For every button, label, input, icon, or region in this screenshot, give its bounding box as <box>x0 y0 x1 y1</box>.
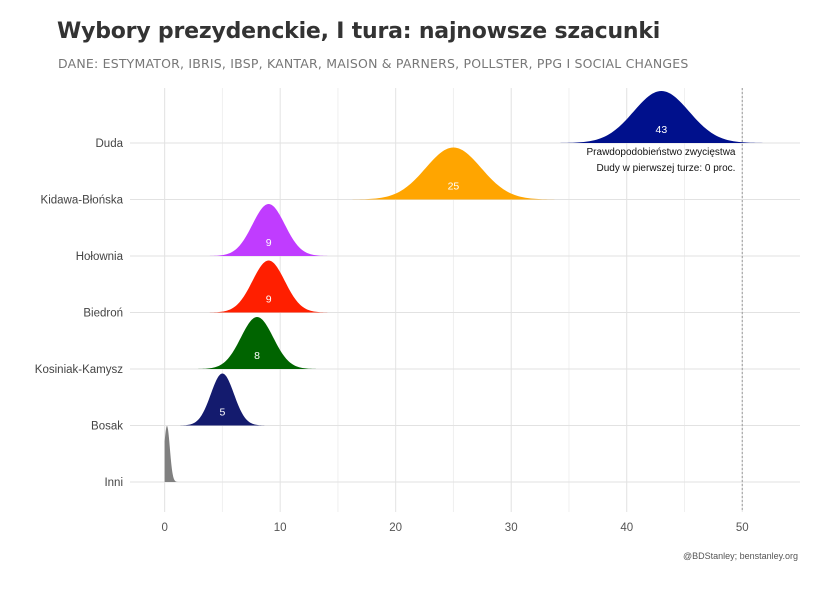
category-label: Kosiniak-Kamysz <box>35 364 123 376</box>
x-tick-label: 0 <box>161 522 167 534</box>
annotation-line-2: Dudy w pierwszej turze: 0 proc. <box>597 163 736 174</box>
x-tick-label: 50 <box>736 522 749 534</box>
ridge-kosiniak-kamysz <box>192 317 322 369</box>
x-tick-labels: 0 10 20 30 40 50 <box>161 522 748 534</box>
ridge-biedro- <box>203 260 334 313</box>
category-label: Bosak <box>91 421 123 433</box>
category-labels: Duda Kidawa-Błońska Hołownia Biedroń Kosinia… <box>35 138 124 489</box>
chart-title: Wybory prezydenckie, I tura: najnowsze s… <box>57 19 661 44</box>
ridge-inni <box>164 426 179 482</box>
ridge-ho-ownia <box>203 204 334 256</box>
chart-subtitle: DANE: ESTYMATOR, IBRIS, IBSP, KANTAR, MA… <box>58 56 689 71</box>
ridge-value-label: 43 <box>656 124 668 136</box>
ridge-value-label: 9 <box>266 294 272 306</box>
category-label: Inni <box>104 477 123 489</box>
ridge-bosak <box>176 373 269 426</box>
category-label: Hołownia <box>76 251 124 263</box>
category-label: Duda <box>96 138 124 150</box>
annotation-line-1: Prawdopodobieństwo zwycięstwa <box>587 147 736 158</box>
ridge-value-label: 9 <box>266 237 272 249</box>
ridge-kidawa-b-o-ska <box>342 147 565 200</box>
ridge-duda <box>550 91 773 143</box>
x-tick-label: 40 <box>620 522 633 534</box>
ridge-value-label: 8 <box>254 350 260 362</box>
source-caption: @BDStanley; benstanley.org <box>682 551 798 561</box>
ridge-value-label: 25 <box>448 181 460 193</box>
x-tick-label: 30 <box>505 522 518 534</box>
ridges: 43 25 9 9 8 5 <box>164 91 773 482</box>
category-label: Kidawa-Błońska <box>41 195 124 207</box>
category-label: Biedroń <box>83 308 123 320</box>
x-tick-label: 20 <box>389 522 402 534</box>
x-tick-label: 10 <box>274 522 287 534</box>
ridge-value-label: 5 <box>219 407 225 419</box>
annotation: Prawdopodobieństwo zwycięstwa Dudy w pie… <box>587 147 736 174</box>
